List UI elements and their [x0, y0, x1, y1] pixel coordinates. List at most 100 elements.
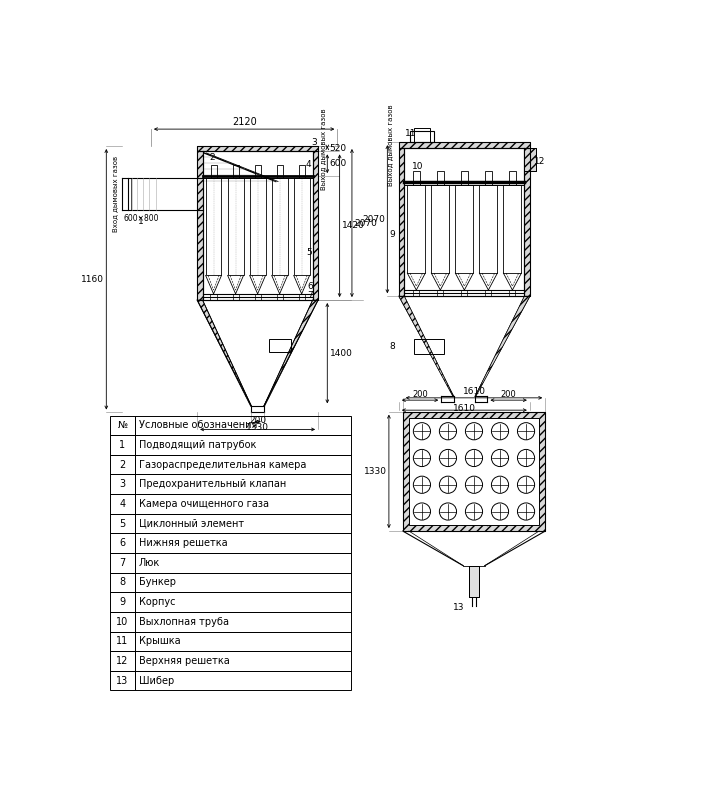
- Bar: [456, 185, 473, 273]
- Bar: [110, 435, 135, 455]
- Text: Люк: Люк: [138, 558, 160, 568]
- Bar: [198, 151, 202, 300]
- Text: Верхняя решетка: Верхняя решетка: [138, 656, 230, 666]
- Text: 1330: 1330: [246, 423, 269, 433]
- Bar: [110, 573, 135, 592]
- Text: 2: 2: [209, 153, 215, 162]
- Text: Нижняя решетка: Нижняя решетка: [138, 538, 227, 548]
- Bar: [525, 147, 536, 170]
- Polygon shape: [198, 300, 252, 406]
- Bar: [110, 631, 135, 651]
- Bar: [135, 651, 352, 671]
- Text: 2070: 2070: [354, 218, 377, 227]
- Text: 9: 9: [119, 597, 125, 607]
- Text: 9: 9: [389, 230, 395, 239]
- Bar: [403, 412, 545, 531]
- Text: Вход дымовых газов: Вход дымовых газов: [112, 156, 118, 232]
- Bar: [110, 455, 135, 474]
- Bar: [525, 147, 530, 296]
- Text: 8: 8: [389, 342, 395, 350]
- Text: 12: 12: [116, 656, 128, 666]
- Polygon shape: [399, 296, 453, 396]
- Bar: [110, 612, 135, 631]
- Bar: [407, 185, 426, 273]
- Text: 6: 6: [307, 282, 313, 290]
- Text: 2: 2: [119, 460, 125, 470]
- Text: 6: 6: [119, 538, 125, 548]
- Text: 200: 200: [412, 390, 428, 398]
- Text: 7: 7: [119, 558, 125, 568]
- Bar: [399, 147, 404, 296]
- Bar: [110, 671, 135, 690]
- Bar: [461, 170, 468, 185]
- Bar: [411, 131, 434, 142]
- Bar: [198, 146, 318, 151]
- Bar: [414, 338, 443, 354]
- Text: 11: 11: [405, 130, 416, 138]
- Text: Газораспределительная камера: Газораспределительная камера: [138, 460, 306, 470]
- Text: 1610: 1610: [463, 386, 486, 395]
- Text: 10: 10: [116, 617, 128, 626]
- Text: 8: 8: [119, 578, 125, 587]
- Bar: [409, 418, 539, 525]
- Text: Предохранительный клапан: Предохранительный клапан: [138, 479, 286, 490]
- Text: 4: 4: [119, 499, 125, 509]
- Bar: [198, 151, 202, 300]
- Bar: [277, 165, 282, 178]
- Bar: [250, 178, 265, 275]
- Bar: [110, 534, 135, 553]
- Text: 1: 1: [119, 440, 125, 450]
- Bar: [399, 147, 404, 296]
- Text: 13: 13: [453, 602, 464, 612]
- Bar: [135, 455, 352, 474]
- Bar: [525, 147, 536, 170]
- Text: 10: 10: [412, 162, 424, 171]
- Bar: [503, 185, 521, 273]
- Text: 5: 5: [306, 248, 312, 257]
- Bar: [210, 294, 217, 300]
- Bar: [135, 671, 352, 690]
- Bar: [509, 170, 515, 185]
- Bar: [110, 514, 135, 534]
- Text: 200: 200: [501, 390, 516, 398]
- Bar: [135, 553, 352, 573]
- Text: 520: 520: [329, 144, 347, 154]
- Bar: [270, 339, 291, 352]
- Bar: [205, 178, 222, 275]
- Bar: [135, 534, 352, 553]
- Text: 7: 7: [307, 291, 313, 300]
- Text: 1330: 1330: [364, 467, 386, 476]
- Bar: [135, 612, 352, 631]
- Text: 600: 600: [329, 159, 347, 168]
- Text: Выход дымовых газов: Выход дымовых газов: [386, 104, 393, 186]
- Text: 5: 5: [119, 518, 125, 529]
- Bar: [210, 165, 217, 178]
- Bar: [227, 178, 244, 275]
- Bar: [135, 474, 352, 494]
- Bar: [135, 573, 352, 592]
- Text: Условные обозначения: Условные обозначения: [138, 420, 257, 430]
- Bar: [272, 178, 287, 275]
- Bar: [469, 566, 478, 597]
- Bar: [399, 142, 530, 147]
- Text: 600×800: 600×800: [123, 214, 159, 223]
- Bar: [110, 494, 135, 514]
- Text: Подводящий патрубок: Подводящий патрубок: [138, 440, 256, 450]
- Bar: [110, 651, 135, 671]
- Bar: [479, 185, 498, 273]
- Text: 1420: 1420: [342, 222, 364, 230]
- Bar: [135, 415, 352, 435]
- Text: Выход дымовых газов: Выход дымовых газов: [320, 108, 327, 190]
- Bar: [110, 415, 135, 435]
- Text: 4: 4: [306, 160, 312, 169]
- Bar: [198, 146, 318, 151]
- Bar: [277, 294, 283, 300]
- Text: Корпус: Корпус: [138, 597, 175, 607]
- Bar: [485, 170, 492, 185]
- Text: Камера очищенного газа: Камера очищенного газа: [138, 499, 269, 509]
- Bar: [135, 494, 352, 514]
- Bar: [110, 592, 135, 612]
- Bar: [232, 165, 239, 178]
- Bar: [110, 474, 135, 494]
- Text: 1160: 1160: [81, 274, 104, 284]
